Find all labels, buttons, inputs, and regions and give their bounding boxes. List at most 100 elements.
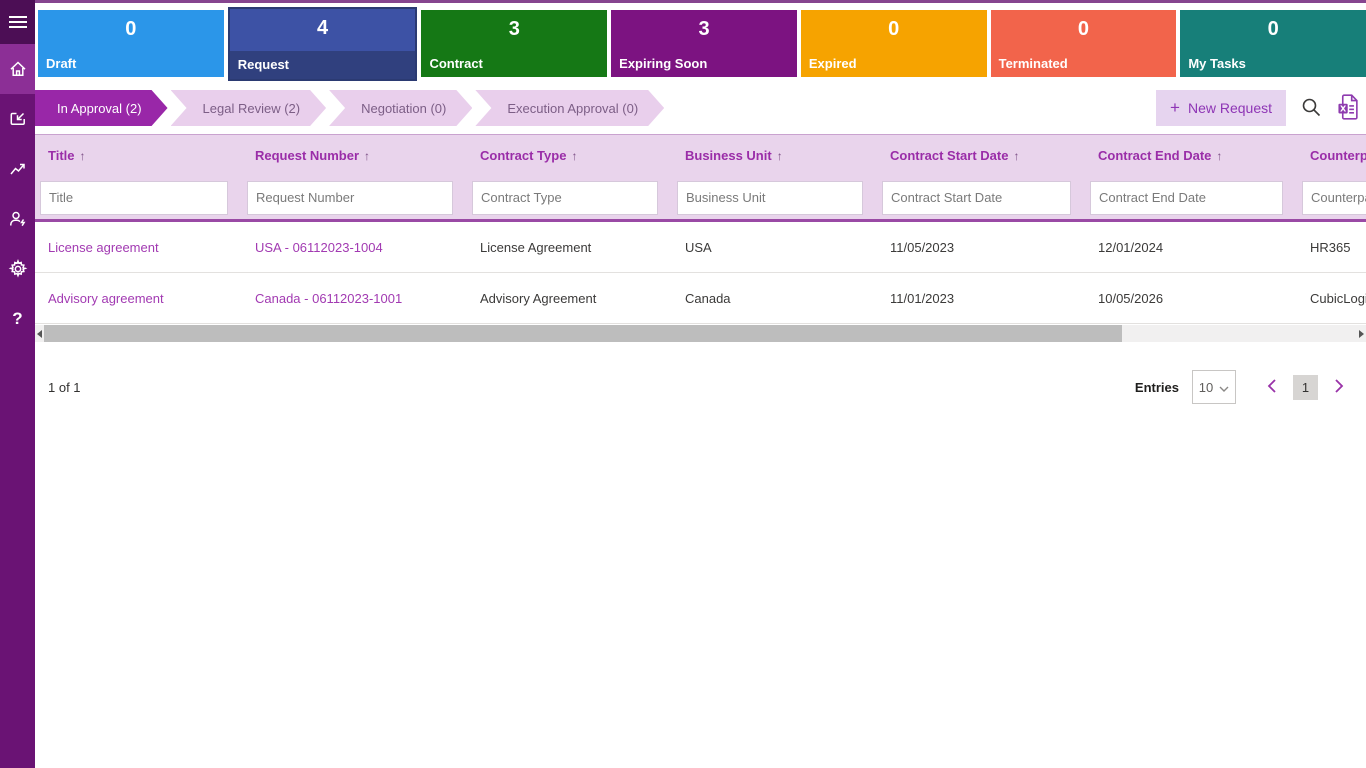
svg-text:X: X xyxy=(1340,104,1347,113)
table-row: License agreement USA - 06112023-1004 Li… xyxy=(35,222,1366,273)
cell-start-date: 11/05/2023 xyxy=(890,239,955,255)
entries-per-page-select[interactable]: 10 xyxy=(1192,370,1236,404)
card-expired-label: Expired xyxy=(808,56,857,71)
column-header-counterparty[interactable]: Counterparty↑ xyxy=(1310,148,1366,163)
grid-filter-row xyxy=(35,176,1366,222)
card-request[interactable]: 4 Request xyxy=(227,7,418,81)
grid-footer: 1 of 1 Entries 10 1 xyxy=(35,367,1366,407)
excel-icon: X xyxy=(1336,93,1362,124)
card-draft[interactable]: 0 Draft xyxy=(38,10,224,77)
card-draft-count: 0 xyxy=(125,18,137,40)
chevron-left-icon xyxy=(1267,378,1276,396)
column-header-contract-type[interactable]: Contract Type ↑ xyxy=(480,148,578,163)
table-row: Advisory agreement Canada - 06112023-100… xyxy=(35,273,1366,324)
column-header-contract-end-date[interactable]: Contract End Date ↑ xyxy=(1098,148,1223,163)
cell-end-date: 12/01/2024 xyxy=(1098,239,1164,255)
cell-business-unit: Canada xyxy=(685,290,731,306)
sidebar-item-analytics[interactable] xyxy=(0,144,35,194)
card-my-tasks-label: My Tasks xyxy=(1188,56,1246,71)
card-my-tasks-count: 0 xyxy=(1267,18,1279,40)
user-flash-icon xyxy=(8,209,28,229)
search-button[interactable] xyxy=(1300,96,1322,121)
main-content: 0 Draft 4 Request 3 Contract 3 Expiring … xyxy=(35,0,1366,768)
filter-input-contract-end-date[interactable] xyxy=(1090,180,1283,215)
sidebar-item-requests-intake[interactable] xyxy=(0,94,35,144)
sort-asc-icon: ↑ xyxy=(1216,148,1223,163)
new-request-button[interactable]: + New Request xyxy=(1156,90,1286,126)
scroll-left-arrow-icon[interactable] xyxy=(35,325,44,342)
intake-icon xyxy=(8,109,28,129)
plus-icon: + xyxy=(1170,98,1180,117)
card-contract-count: 3 xyxy=(508,18,520,40)
hamburger-icon xyxy=(8,15,27,29)
card-draft-label: Draft xyxy=(46,56,77,71)
record-count-text: 1 of 1 xyxy=(48,379,81,395)
card-terminated-count: 0 xyxy=(1077,18,1090,40)
sidebar-item-settings[interactable] xyxy=(0,244,35,294)
cell-end-date: 10/05/2026 xyxy=(1098,290,1164,306)
chevron-right-icon xyxy=(1335,378,1344,396)
next-page-button[interactable] xyxy=(1331,378,1348,396)
search-icon xyxy=(1300,96,1322,121)
card-expiring-soon[interactable]: 3 Expiring Soon xyxy=(611,10,797,77)
entries-value: 10 xyxy=(1198,379,1214,395)
sidebar-item-user-tasks[interactable] xyxy=(0,194,35,244)
stage-tab-execution-approval[interactable]: Execution Approval (0) xyxy=(475,90,664,126)
cell-title-link[interactable]: Advisory agreement xyxy=(48,290,164,306)
card-request-label: Request xyxy=(229,51,416,79)
card-my-tasks[interactable]: 0 My Tasks xyxy=(1180,10,1366,77)
sidebar-item-help[interactable]: ? xyxy=(0,294,35,344)
sort-asc-icon: ↑ xyxy=(79,148,86,163)
cell-counterparty: CubicLogic xyxy=(1310,290,1366,306)
filter-input-business-unit[interactable] xyxy=(677,180,863,215)
hamburger-menu-button[interactable] xyxy=(0,0,35,44)
new-request-label: New Request xyxy=(1187,100,1272,116)
column-header-title[interactable]: Title ↑ xyxy=(48,148,86,163)
cell-contract-type: Advisory Agreement xyxy=(480,290,597,306)
stage-tab-in-approval[interactable]: In Approval (2) xyxy=(35,90,168,126)
filter-input-title[interactable] xyxy=(40,180,228,215)
column-header-request-number[interactable]: Request Number ↑ xyxy=(255,148,371,163)
filter-input-contract-type[interactable] xyxy=(472,180,658,215)
trend-chart-icon xyxy=(8,159,28,179)
gear-icon xyxy=(8,259,28,279)
page-number-button[interactable]: 1 xyxy=(1293,374,1318,400)
card-terminated[interactable]: 0 Terminated xyxy=(990,10,1177,77)
column-header-contract-start-date[interactable]: Contract Start Date ↑ xyxy=(890,148,1020,163)
sidebar: ? xyxy=(0,0,35,768)
card-request-count: 4 xyxy=(317,17,329,39)
help-icon: ? xyxy=(12,309,23,328)
cell-title-link[interactable]: License agreement xyxy=(48,239,159,255)
status-cards-row: 0 Draft 4 Request 3 Contract 3 Expiring … xyxy=(35,7,1366,81)
sort-asc-icon: ↑ xyxy=(364,148,371,163)
cell-request-number-link[interactable]: USA - 06112023-1004 xyxy=(255,239,383,255)
card-contract[interactable]: 3 Contract xyxy=(421,10,608,77)
filter-input-counterparty[interactable] xyxy=(1302,180,1366,215)
stage-tab-legal-review[interactable]: Legal Review (2) xyxy=(171,90,327,126)
toolbar-actions: + New Request X xyxy=(1156,90,1362,126)
scrollbar-thumb[interactable] xyxy=(44,325,1122,342)
card-terminated-label: Terminated xyxy=(998,56,1068,71)
cell-start-date: 11/01/2023 xyxy=(890,290,955,306)
top-accent-strip xyxy=(35,0,1366,3)
cell-counterparty: HR365 xyxy=(1310,239,1351,255)
sort-asc-icon: ↑ xyxy=(776,148,783,163)
sort-asc-icon: ↑ xyxy=(1013,148,1020,163)
cell-contract-type: License Agreement xyxy=(480,239,592,255)
chevron-down-icon xyxy=(1219,380,1229,395)
filter-input-request-number[interactable] xyxy=(247,180,453,215)
card-expiring-soon-label: Expiring Soon xyxy=(619,56,708,71)
scroll-right-arrow-icon[interactable] xyxy=(1357,325,1366,342)
column-header-business-unit[interactable]: Business Unit ↑ xyxy=(685,148,783,163)
previous-page-button[interactable] xyxy=(1263,378,1280,396)
card-expired[interactable]: 0 Expired xyxy=(800,10,987,77)
sidebar-item-home[interactable] xyxy=(0,44,35,94)
home-icon xyxy=(8,59,28,79)
export-to-excel-button[interactable]: X xyxy=(1336,93,1362,124)
stage-tab-negotiation[interactable]: Negotiation (0) xyxy=(329,90,472,126)
horizontal-scrollbar[interactable] xyxy=(35,325,1366,342)
filter-input-contract-start-date[interactable] xyxy=(882,180,1071,215)
cell-request-number-link[interactable]: Canada - 06112023-1001 xyxy=(255,290,403,306)
cell-business-unit: USA xyxy=(685,239,712,255)
stage-tabs: In Approval (2) Legal Review (2) Negotia… xyxy=(35,90,664,126)
